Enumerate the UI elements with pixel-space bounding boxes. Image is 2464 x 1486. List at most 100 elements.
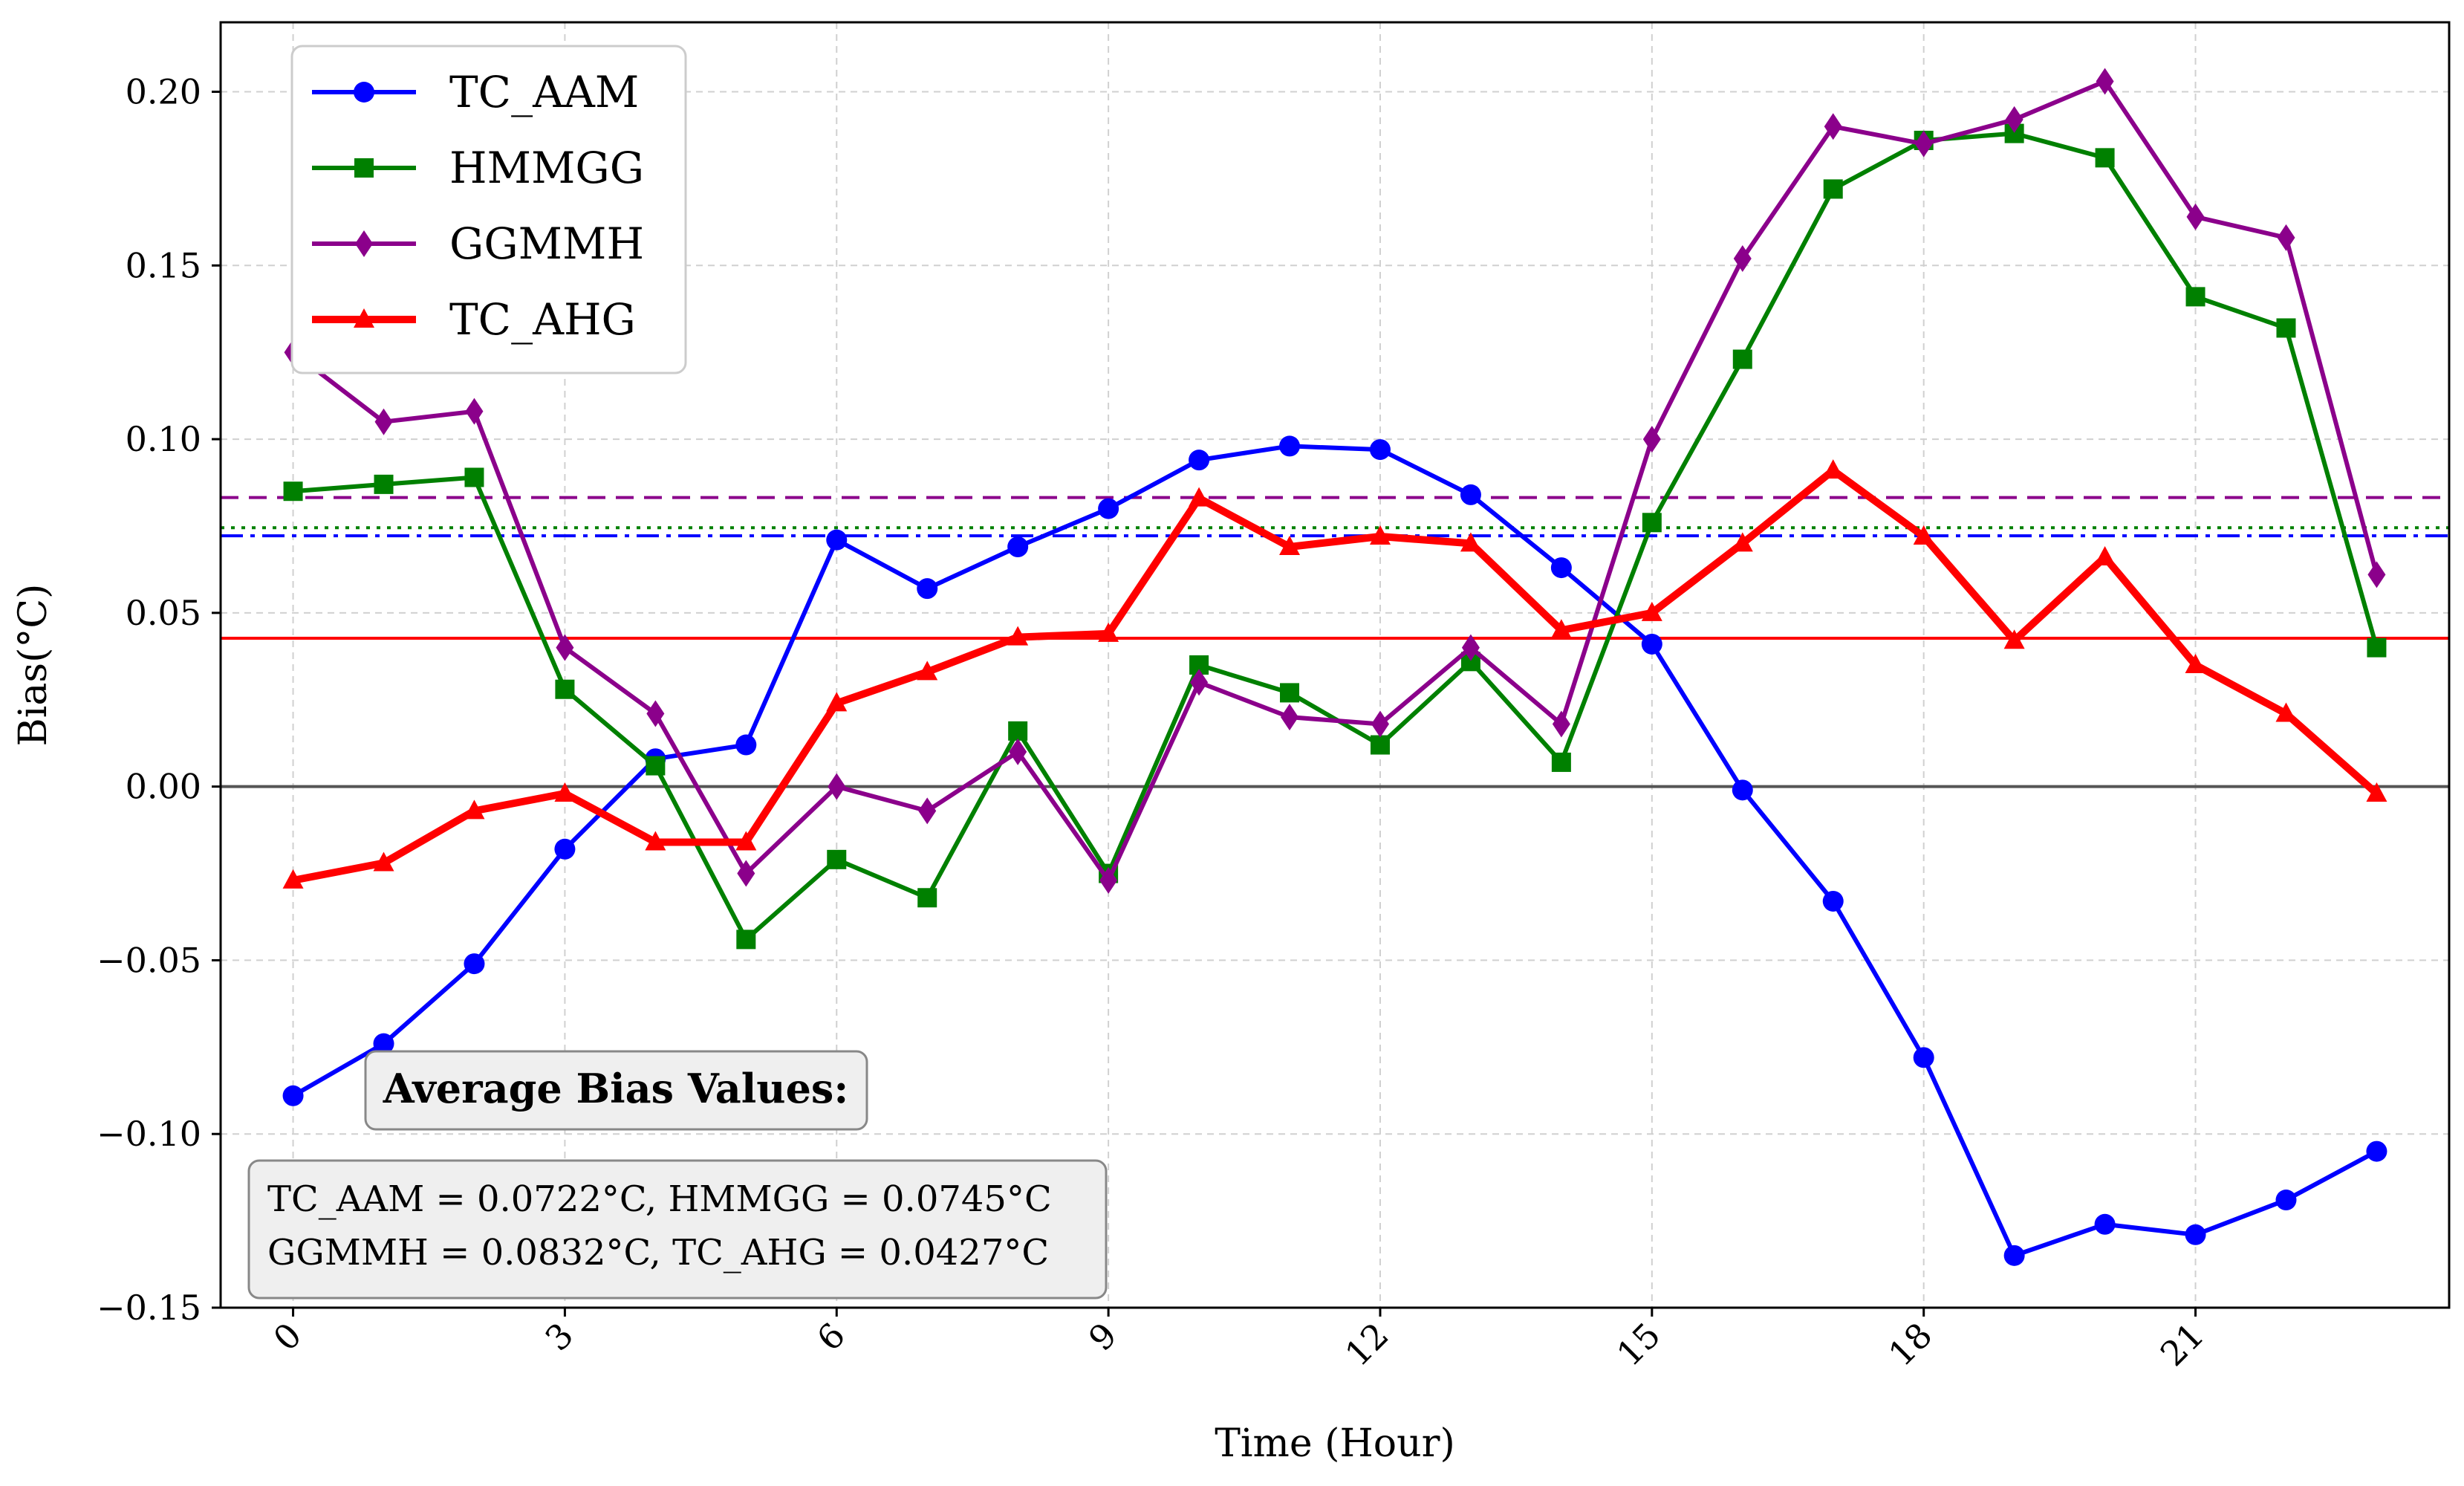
data-point-tc-aam	[373, 1033, 394, 1054]
data-point-tc-ahg	[1007, 626, 1029, 646]
data-point-tc-aam	[282, 1085, 304, 1106]
data-point-tc-ahg	[735, 831, 757, 851]
data-point-tc-aam	[2366, 1141, 2387, 1162]
plot-frame	[219, 21, 2451, 1309]
y-axis-title: Bias(°C)	[11, 584, 56, 747]
data-point-ggmmh	[2096, 68, 2114, 95]
data-point-tc-aam	[1007, 536, 1029, 558]
y-tick-label: 0.20	[126, 72, 201, 112]
data-point-tc-aam	[826, 529, 848, 551]
mean-reference-lines	[221, 496, 2449, 788]
y-tick-label: −0.05	[97, 940, 201, 980]
series-tc-ahg	[282, 459, 2387, 889]
data-point-ggmmh	[374, 408, 393, 435]
data-point-hmmgg	[2185, 287, 2205, 307]
data-point-tc-ahg	[1913, 525, 1934, 545]
axis-ticks: −0.15−0.10−0.050.000.050.100.150.200 3 6 9 1…	[97, 72, 2211, 1375]
legend-item-tc-ahg: TC_AHG	[312, 294, 636, 345]
data-point-hmmgg	[1642, 513, 1662, 533]
data-point-tc-aam	[2275, 1190, 2297, 1211]
data-point-tc-aam	[1550, 557, 1572, 579]
data-point-ggmmh	[1914, 130, 1933, 158]
data-point-ggmmh	[2277, 224, 2295, 251]
y-tick-label: 0.00	[126, 767, 201, 807]
data-point-hmmgg	[283, 481, 303, 502]
data-point-ggmmh	[1642, 426, 1661, 453]
data-point-ggmmh	[1099, 866, 1118, 894]
data-point-hmmgg	[917, 888, 937, 908]
data-point-tc-aam	[1279, 435, 1301, 457]
series-ggmmh	[284, 68, 2386, 894]
annotation-title: Average Bias Values:	[383, 1065, 849, 1112]
data-point-tc-aam	[1641, 633, 1662, 655]
data-point-ggmmh	[556, 634, 574, 661]
data-point-tc-aam	[1822, 890, 1844, 912]
data-point-tc-ahg	[1098, 622, 1119, 642]
data-point-tc-ahg	[1460, 532, 1481, 552]
data-point-ggmmh	[1733, 244, 1752, 272]
data-point-tc-aam	[2003, 1245, 2025, 1266]
data-point-tc-aam	[1913, 1047, 1934, 1068]
legend-item-tc-aam: TC_AAM	[312, 67, 639, 117]
data-point-ggmmh	[1009, 738, 1027, 765]
annotation-values-box	[247, 1159, 1108, 1300]
data-point-tc-ahg	[282, 869, 304, 889]
data-point-hmmgg	[827, 849, 847, 869]
legend-item-ggmmh: GGMMH	[312, 218, 644, 269]
data-point-ggmmh	[1190, 669, 1209, 696]
data-point-hmmgg	[646, 756, 666, 776]
data-point-tc-ahg	[373, 851, 394, 872]
data-point-tc-ahg	[2275, 702, 2297, 722]
data-point-tc-ahg	[1550, 619, 1572, 639]
data-point-hmmgg	[736, 929, 756, 950]
data-point-tc-aam	[2094, 1213, 2116, 1235]
data-point-ggmmh	[737, 860, 755, 887]
y-tick-label: 0.05	[126, 593, 201, 633]
legend-marker	[354, 158, 374, 178]
data-point-ggmmh	[646, 700, 665, 727]
legend-label: HMMGG	[449, 143, 644, 193]
legend: TC_AAM HMMGG GGMMH TC_AHG	[290, 45, 687, 374]
data-point-hmmgg	[2095, 148, 2115, 168]
data-point-hmmgg	[1732, 349, 1752, 369]
data-point-hmmgg	[1008, 721, 1028, 741]
legend-box	[290, 45, 687, 374]
y-tick-label: 0.10	[126, 419, 201, 459]
legend-item-hmmgg: HMMGG	[312, 143, 644, 193]
data-point-tc-aam	[1098, 498, 1119, 519]
data-point-hmmgg	[374, 474, 394, 494]
y-tick-label: −0.15	[97, 1288, 201, 1328]
data-point-ggmmh	[1461, 634, 1480, 661]
data-point-ggmmh	[1281, 704, 1299, 731]
data-point-tc-ahg	[917, 661, 938, 681]
series-line-tc-aam	[292, 444, 2378, 1258]
series-line-tc-ahg	[292, 467, 2379, 884]
data-point-ggmmh	[1824, 113, 1842, 140]
data-point-hmmgg	[555, 679, 575, 699]
data-point-ggmmh	[2005, 106, 2023, 133]
legend-label: TC_AHG	[449, 294, 636, 345]
data-point-tc-aam	[1460, 484, 1481, 505]
data-point-tc-ahg	[2185, 654, 2206, 673]
data-point-ggmmh	[828, 773, 846, 800]
data-point-tc-ahg	[2094, 546, 2116, 566]
data-point-tc-ahg	[1189, 487, 1210, 507]
data-point-tc-ahg	[2003, 629, 2025, 649]
data-point-ggmmh	[1371, 710, 1389, 738]
data-point-tc-aam	[735, 734, 757, 756]
y-tick-label: 0.15	[126, 245, 201, 285]
data-point-ggmmh	[2367, 561, 2386, 588]
data-point-tc-ahg	[645, 831, 666, 851]
series-tc-aam	[282, 435, 2387, 1266]
annotation-line-2: GGMMH = 0.0832°C, TC_AHG = 0.0427°C	[267, 1232, 1049, 1274]
data-point-tc-aam	[917, 578, 938, 600]
legend-marker	[354, 82, 374, 103]
data-point-ggmmh	[2186, 203, 2205, 230]
data-point-tc-ahg	[1369, 525, 1391, 545]
data-point-ggmmh	[918, 797, 937, 825]
data-point-tc-ahg	[2366, 782, 2387, 802]
data-point-hmmgg	[1370, 735, 1390, 755]
data-point-hmmgg	[2367, 637, 2387, 658]
annotation-title-box	[364, 1050, 868, 1131]
